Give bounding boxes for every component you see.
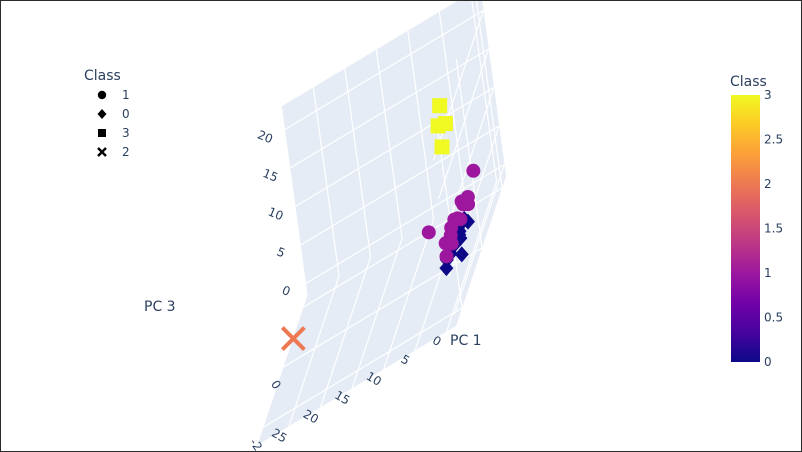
x-tick-label: 10 — [364, 369, 384, 389]
legend-item[interactable]: 2 — [97, 145, 130, 159]
grid-x-floor — [446, 181, 498, 332]
point-class-0[interactable] — [439, 260, 454, 277]
legend[interactable]: Class 1 0 3 2 — [84, 68, 130, 159]
grid-x-floor — [320, 256, 372, 408]
x-tick-label: 25 — [269, 426, 289, 446]
colorbar-tick-label: 0.5 — [764, 311, 783, 325]
legend-circle-icon — [97, 90, 107, 100]
grid-x-back — [471, 1, 498, 182]
legend-square-icon — [98, 129, 106, 137]
grid-z-back — [300, 125, 500, 246]
grid-x-floor — [288, 275, 340, 427]
grid-y-side — [455, 59, 483, 248]
z-axis-title: PC 3 — [144, 299, 176, 315]
point-class-0[interactable] — [454, 246, 469, 263]
grid-y-side — [475, 1, 503, 188]
grid-x-back — [407, 30, 435, 220]
grid-x-back — [344, 68, 372, 258]
colorbar-tick-label: 2.5 — [764, 133, 783, 147]
legend-title: Class — [84, 68, 121, 84]
x-axis-title: PC 1 — [450, 333, 482, 349]
colorbar-tick-label: 1 — [764, 266, 772, 280]
grid-z-back — [284, 9, 484, 130]
grid-x-back — [312, 87, 340, 277]
legend-x-icon — [97, 147, 107, 157]
grid-y-floor — [263, 307, 463, 428]
data-points[interactable] — [280, 98, 481, 352]
grid-x-back — [438, 11, 466, 201]
colorbar-title: Class — [730, 74, 767, 90]
point-class-1[interactable] — [453, 212, 468, 227]
colorbar-tick-label: 3 — [764, 88, 772, 102]
z-tick-label: 0 — [280, 283, 292, 299]
point-class-1[interactable] — [466, 163, 481, 178]
x-tick-label: 20 — [301, 407, 321, 427]
point-class-1[interactable] — [439, 249, 454, 264]
point-class-3[interactable] — [437, 116, 453, 132]
scene-grid — [263, 1, 506, 428]
legend-label: 1 — [122, 88, 130, 102]
z-tick-label: 5 — [275, 245, 287, 261]
z-tick-label: 15 — [261, 166, 280, 185]
point-class-3[interactable] — [434, 139, 450, 155]
colorbar-tick-label: 1.5 — [764, 222, 783, 236]
grid-z-side — [453, 164, 506, 315]
colorbar-gradient — [731, 95, 760, 362]
grid-z-back — [305, 163, 505, 284]
point-class-3[interactable] — [432, 98, 448, 114]
grid-z-back — [289, 48, 490, 169]
legend-label: 2 — [122, 145, 130, 159]
grid-z-side — [432, 10, 485, 161]
legend-label: 3 — [122, 126, 130, 140]
grid-x-back — [375, 49, 403, 239]
grid-z-back — [295, 86, 495, 207]
colorbar: Class 0 0.5 1 1.5 2 2.5 3 — [730, 74, 783, 369]
legend-label: 0 — [122, 107, 130, 121]
colorbar-tick-label: 0 — [764, 355, 772, 369]
legend-item[interactable]: 1 — [97, 88, 130, 102]
point-class-1[interactable] — [461, 197, 476, 212]
legend-diamond-icon — [97, 109, 107, 119]
point-class-1[interactable] — [421, 225, 436, 240]
z-tick-label: 10 — [266, 205, 285, 224]
y-tick-label: -2 — [247, 436, 265, 451]
grid-z-side — [443, 87, 495, 238]
legend-item[interactable]: 3 — [98, 126, 130, 140]
grid-x-floor — [383, 219, 435, 370]
x-tick-label: 15 — [332, 388, 352, 408]
point-class-1[interactable] — [438, 236, 453, 251]
grid-z-side — [438, 48, 490, 200]
colorbar-tick-label: 2 — [764, 177, 772, 191]
grid-x-floor — [351, 238, 403, 389]
legend-item[interactable]: 0 — [97, 107, 130, 121]
point-class-2[interactable] — [280, 326, 306, 352]
z-tick-label: 20 — [255, 128, 274, 147]
